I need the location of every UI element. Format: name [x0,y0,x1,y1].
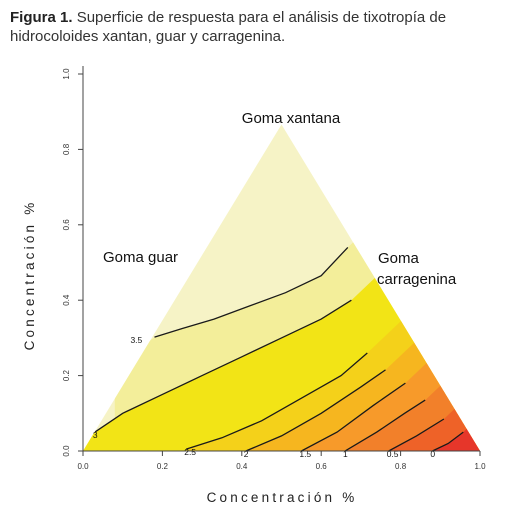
contour-0 [432,431,464,451]
axis-ticks: 0.0 0.2 0.4 0.6 0.8 1.0 0.0 0.2 0.4 0.6 0.8 1.0 [62,68,486,471]
vertex-label-guar: Goma guar [103,249,178,266]
x-tick-label: 0.0 [77,462,89,471]
vertex-label-carragenina-1: Goma [378,250,420,267]
contour-1.5 [301,382,406,451]
y-axis-title: Concentración % [22,200,37,351]
y-tick-label: 1.0 [62,68,71,80]
x-axis-title: Concentración % [207,490,358,505]
y-tick-label: 0.8 [62,143,71,155]
x-tick-label: 1.0 [474,462,486,471]
contour-2 [245,369,386,451]
contour-1 [344,399,426,451]
figure-label: Figura 1. [10,9,73,26]
x-tick-label: 0.8 [395,462,407,471]
vertex-label-carragenina-2: carragenina [377,271,457,288]
contour-label-0: 0 [430,449,435,459]
figure-caption-text: Superficie de respuesta para el análisis… [10,9,447,45]
contour-label-1.5: 1.5 [299,449,311,459]
contour-0.5 [388,418,445,451]
contour-label-1: 1 [343,449,348,459]
x-tick-label: 0.2 [157,462,169,471]
contour-label-3.5: 3.5 [130,335,142,345]
contour-labels: 3.5 3 2.5 2 1.5 1 0.5 0 [93,335,435,459]
contour-3.5 [154,246,349,338]
y-tick-label: 0.2 [62,369,71,381]
vertex-label-xantana: Goma xantana [242,110,341,127]
figure-caption: Figura 1. Superficie de respuesta para e… [10,8,498,46]
y-tick-label: 0.4 [62,294,71,306]
x-tick-label: 0.4 [236,462,248,471]
contour-label-2: 2 [244,449,249,459]
contour-3 [94,299,352,433]
contour-2.5 [186,352,368,450]
contour-lines [94,246,464,451]
contour-label-2.5: 2.5 [184,447,196,457]
contour-label-0.5: 0.5 [387,449,399,459]
y-tick-label: 0.6 [62,219,71,231]
x-tick-label: 0.6 [316,462,328,471]
contour-label-3: 3 [93,430,98,440]
y-tick-label: 0.0 [62,445,71,457]
